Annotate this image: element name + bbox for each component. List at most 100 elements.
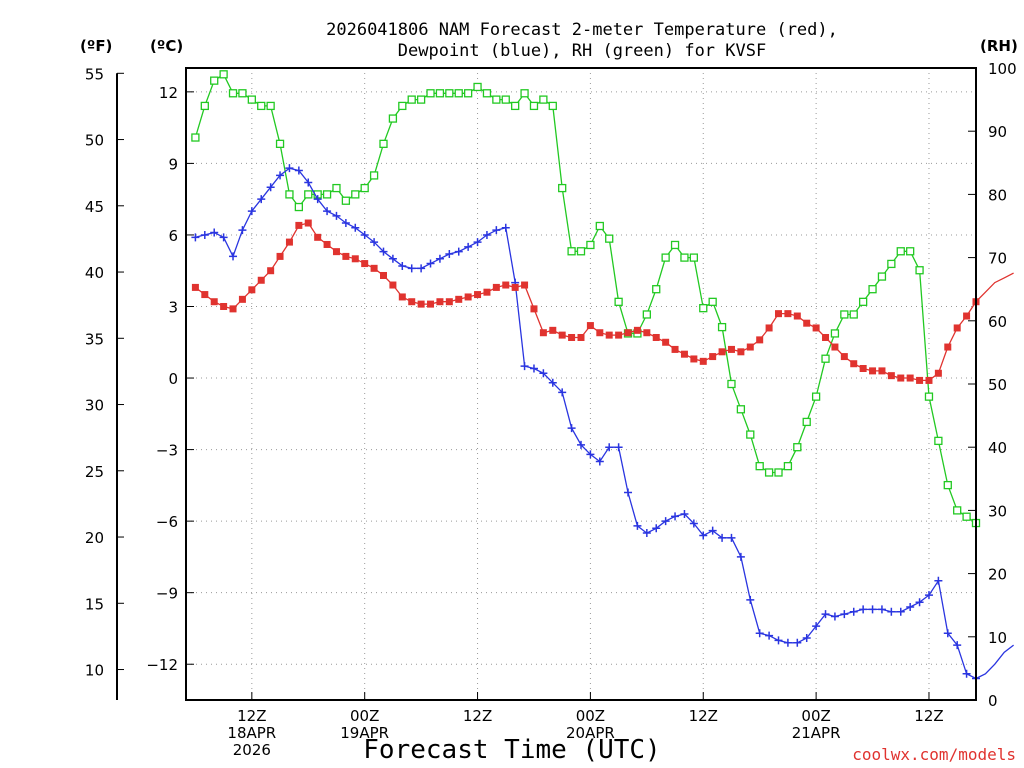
rh-point [802,417,811,427]
temperature-point [389,281,397,289]
rh-point [275,139,285,148]
rh-point [567,247,576,256]
dewpoint-point [577,440,585,449]
dewpoint-point [426,259,435,268]
rh-point [322,190,332,199]
dewpoint-point [755,629,764,638]
time-tick-label: 12Z [689,707,718,725]
dewpoint-point [727,533,736,542]
time-tick-label: 00Z [576,707,605,725]
dewpoint-point [567,424,576,433]
temperature-point [850,360,858,368]
dewpoint-point [323,207,332,216]
temperature-point [210,298,218,306]
rh-point [642,310,651,319]
dewpoint-point [680,509,689,518]
temperature-point [737,348,745,356]
rh-point [670,240,680,250]
dewpoint-point [257,195,266,204]
dewpoint-point [276,171,285,180]
temperature-point [652,333,660,341]
rh-point [689,253,699,262]
rh-point [764,468,774,477]
fahrenheit-tick-label: 30 [85,397,104,415]
rh-point [304,190,313,199]
temperature-point [436,298,444,306]
dewpoint-point [708,526,717,535]
temperature-point [474,291,482,299]
dewpoint-point [774,636,783,645]
dewpoint-point [877,605,886,614]
rh-point [793,443,802,452]
temperature-point [906,374,914,382]
dewpoint-point [539,369,548,378]
dewpoint-point [783,638,792,647]
dewpoint-point [953,641,962,650]
dewpoint-point [802,633,811,642]
dewpoint-point [652,524,661,533]
temperature-point [398,293,406,301]
rh-point [369,171,379,180]
time-tick-label: 12Z [237,707,266,725]
dewpoint-point [398,261,407,270]
temperature-point [445,298,453,306]
time-tick-label: 00Z [350,707,379,725]
dewpoint-point [821,610,830,619]
temperature-point [238,295,246,303]
rh-tick-label: 90 [988,123,1007,141]
rh-point [727,379,736,389]
dewpoint-point [435,254,444,263]
rh-point [868,285,877,294]
fahrenheit-tick-label: 35 [85,330,104,348]
temperature-point [775,310,782,318]
temperature-point [267,267,275,275]
rh-point [915,266,924,275]
rh-tick-label: 0 [988,692,998,710]
temperature-point [530,305,538,313]
rh-point [830,329,840,338]
celsius-tick-label: 12 [159,84,178,102]
dewpoint-point [830,612,839,621]
temperature-point [380,271,387,279]
celsius-tick-label: 9 [168,155,178,173]
rh-point [379,139,388,148]
dewpoint-point [642,529,651,538]
temperature-point [511,283,519,291]
rh-point [210,76,219,85]
rh-point [934,436,943,446]
dewpoint-point [388,254,397,263]
dewpoint-point [219,233,228,242]
dewpoint-point [595,457,604,466]
temperature-point [887,372,895,380]
temperature-point [878,367,886,375]
dewpoint-point [454,247,463,256]
fahrenheit-unit-label: (ºF) [80,37,112,55]
celsius-tick-label: −12 [146,656,178,674]
temperature-point [831,343,839,351]
dewpoint-point [351,223,360,232]
dewpoint-point [689,519,698,528]
dewpoint-point [529,364,538,373]
temperature-point [925,376,933,384]
dewpoint-point [501,223,510,232]
temperature-point [643,329,651,337]
temperature-point [314,233,322,241]
rh-point [351,190,360,199]
rh-point [858,297,868,306]
temperature-point [295,221,303,229]
dewpoint-point [445,250,454,259]
temperature-point [615,331,623,339]
temperature-point [934,369,942,377]
dewpoint-point [859,605,868,614]
temperature-point [690,355,698,363]
rh-tick-label: 50 [988,376,1007,394]
rh-point [266,101,275,111]
temperature-point [897,374,905,382]
temperature-point [963,312,971,320]
rh-point [341,196,351,205]
fahrenheit-tick-label: 10 [85,662,104,680]
rh-point [605,234,614,243]
celsius-unit-label: (ºC) [150,37,183,55]
dewpoint-point [360,230,369,239]
